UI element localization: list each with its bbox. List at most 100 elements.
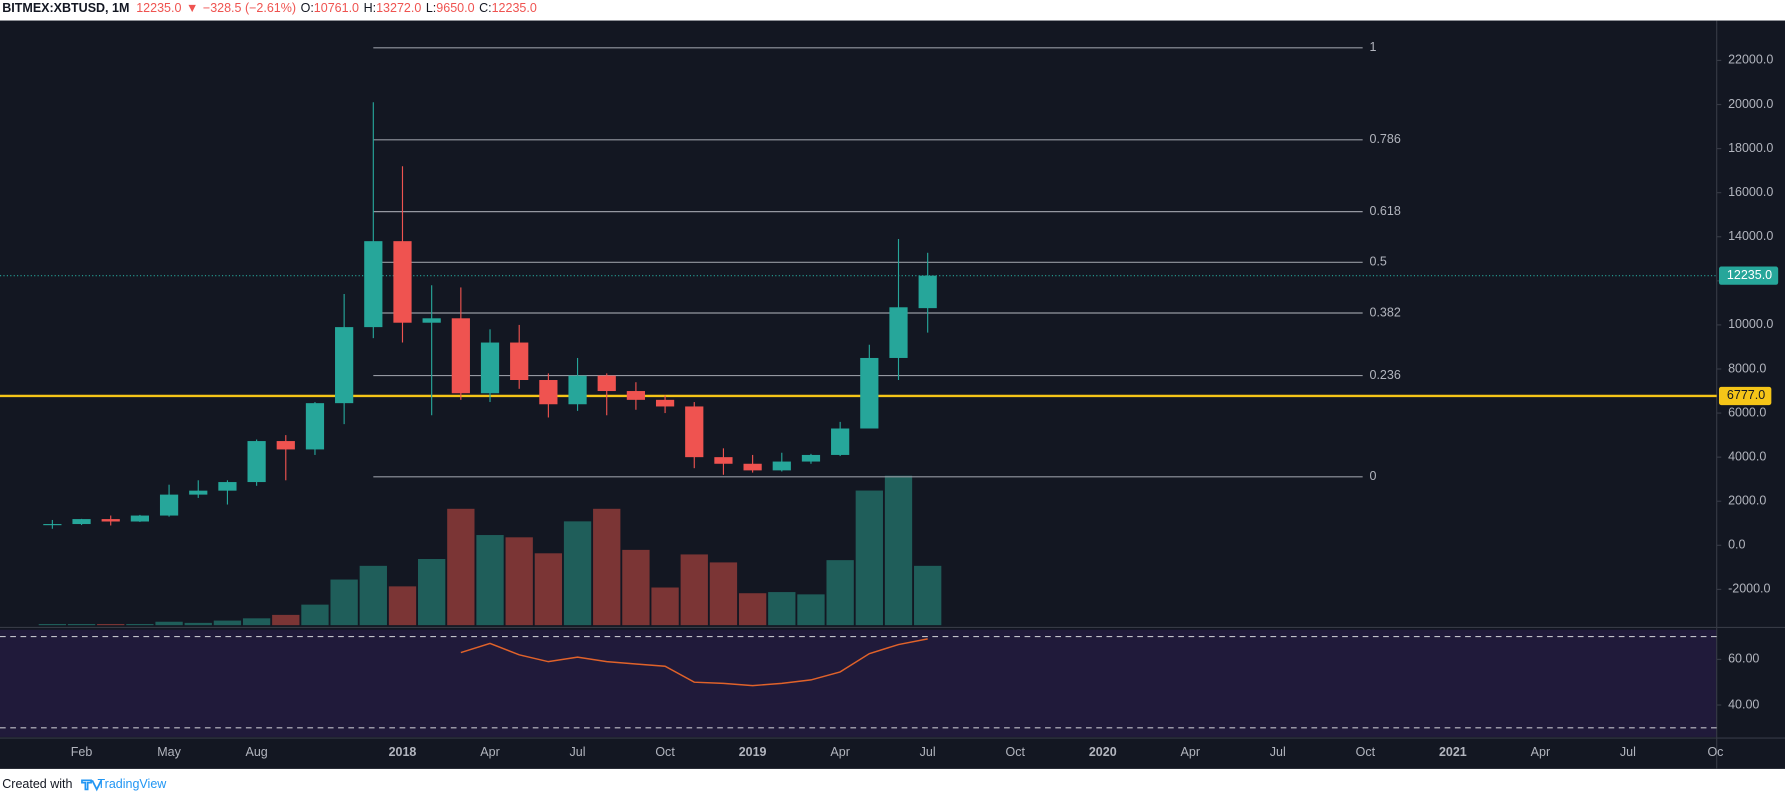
volume-bar bbox=[388, 586, 417, 626]
x-tick-label: 2019 bbox=[739, 745, 767, 759]
change: −328.5 (−2.61%) bbox=[203, 1, 296, 15]
header: BITMEX:XBTUSD, 1M 12235.0 ▼ −328.5 (−2.61%)… bbox=[2, 1, 537, 15]
ohlc-key: C: bbox=[479, 1, 492, 15]
volume-bar bbox=[593, 508, 621, 626]
ohlc-key: L: bbox=[426, 1, 436, 15]
y-tick-label: 18000.0 bbox=[1728, 141, 1773, 155]
fib-label: 0.5 bbox=[1369, 255, 1386, 269]
volume-bar bbox=[272, 614, 300, 626]
volume-bar bbox=[155, 621, 183, 626]
candle-body bbox=[247, 441, 266, 483]
volume-bar bbox=[826, 560, 854, 626]
last-price-label: 12235.0 bbox=[1727, 268, 1772, 282]
volume-bar bbox=[301, 604, 329, 626]
x-tick-label: Apr bbox=[830, 745, 849, 759]
fib-label: 1 bbox=[1369, 40, 1376, 54]
x-tick-label: Feb bbox=[71, 745, 93, 759]
candle-body bbox=[801, 454, 821, 462]
candle-body bbox=[597, 375, 616, 392]
candle-body bbox=[510, 342, 529, 381]
candle-body bbox=[451, 318, 470, 394]
volume-bar bbox=[476, 535, 504, 626]
ohlc-key: O: bbox=[301, 1, 314, 15]
y-tick-label: 14000.0 bbox=[1728, 229, 1773, 243]
volume-bar bbox=[622, 549, 650, 626]
y-tick-label: 16000.0 bbox=[1728, 185, 1773, 199]
ohlc: O:10761.0 H:13272.0 L:9650.0 C:12235.0 bbox=[301, 1, 537, 15]
y-tick-label: 22000.0 bbox=[1728, 53, 1773, 67]
symbol: BITMEX:XBTUSD, 1M bbox=[2, 1, 129, 15]
x-tick-label: Aug bbox=[245, 745, 267, 759]
rsi-pane bbox=[0, 629, 1717, 737]
volume-bar bbox=[563, 521, 592, 626]
footer-text: Created with bbox=[2, 777, 72, 791]
x-tick-label: May bbox=[157, 745, 181, 759]
volume-bar bbox=[680, 554, 708, 626]
ohlc-value: 10761.0 bbox=[314, 1, 359, 15]
fib-label: 0.236 bbox=[1369, 368, 1400, 382]
ohlc-value: 9650.0 bbox=[436, 1, 474, 15]
y-tick-label: 4000.0 bbox=[1728, 449, 1766, 463]
y-tick-label: 6000.0 bbox=[1728, 405, 1766, 419]
x-tick-label: Apr bbox=[1181, 745, 1200, 759]
volume-bar bbox=[914, 565, 942, 626]
fib-label: 0 bbox=[1369, 469, 1376, 483]
volume-bar bbox=[97, 624, 125, 626]
x-tick-label: Apr bbox=[480, 745, 499, 759]
ohlc-value: 12235.0 bbox=[492, 1, 537, 15]
fib-label: 0.618 bbox=[1369, 204, 1400, 218]
candle-body bbox=[422, 318, 441, 323]
fib-label: 0.786 bbox=[1369, 132, 1400, 146]
candle-body bbox=[539, 380, 558, 405]
fib-label: 0.382 bbox=[1369, 305, 1400, 319]
x-tick-label: Oct bbox=[1005, 745, 1025, 759]
brand: TradingView bbox=[98, 777, 168, 791]
x-tick-label: 2020 bbox=[1089, 745, 1117, 759]
candle-body bbox=[43, 524, 62, 526]
candle-body bbox=[480, 342, 500, 394]
volume-bar bbox=[330, 579, 358, 626]
arrow: ▼ bbox=[186, 1, 198, 15]
candle-body bbox=[189, 490, 208, 495]
volume-bar bbox=[418, 558, 446, 626]
candle-body bbox=[364, 241, 383, 328]
volume-bar bbox=[855, 490, 883, 626]
candle-body bbox=[305, 403, 325, 450]
rsi-tick-label: 40.00 bbox=[1728, 697, 1759, 711]
volume-bar bbox=[359, 565, 387, 626]
candle-body bbox=[276, 441, 295, 450]
last-price-badge bbox=[1718, 266, 1779, 285]
candle-body bbox=[889, 307, 908, 358]
x-tick-label: 2021 bbox=[1439, 745, 1467, 759]
ohlc-value: 13272.0 bbox=[376, 1, 421, 15]
ohlc-key: H: bbox=[364, 1, 377, 15]
volume-bar bbox=[738, 593, 767, 626]
y-tick-label: 0.0 bbox=[1728, 538, 1745, 552]
candle-body bbox=[772, 461, 791, 471]
volume-bar bbox=[38, 624, 67, 626]
logo bbox=[81, 779, 103, 792]
volume-bar bbox=[505, 537, 533, 626]
candle-body bbox=[626, 391, 646, 400]
x-tick-label: Oct bbox=[1356, 745, 1376, 759]
volume-bar bbox=[651, 587, 679, 626]
volume-bar bbox=[242, 618, 271, 626]
candle-body bbox=[130, 515, 150, 522]
y-tick-label: 2000.0 bbox=[1728, 494, 1766, 508]
volume-bar bbox=[768, 592, 796, 626]
support-badge bbox=[1718, 386, 1772, 406]
candle-body bbox=[101, 519, 120, 522]
x-tick-label: Jul bbox=[920, 745, 936, 759]
volume-bar bbox=[184, 622, 212, 626]
x-tick-label: Jul bbox=[1620, 745, 1636, 759]
volume-bar bbox=[709, 562, 738, 626]
rsi-line bbox=[460, 638, 928, 687]
support-label: 6777.0 bbox=[1727, 388, 1765, 402]
candle-body bbox=[860, 357, 879, 429]
x-tick-label: Jul bbox=[570, 745, 586, 759]
volume-bar bbox=[126, 624, 154, 626]
volume-bar bbox=[534, 553, 563, 626]
volume-bar bbox=[213, 620, 242, 626]
